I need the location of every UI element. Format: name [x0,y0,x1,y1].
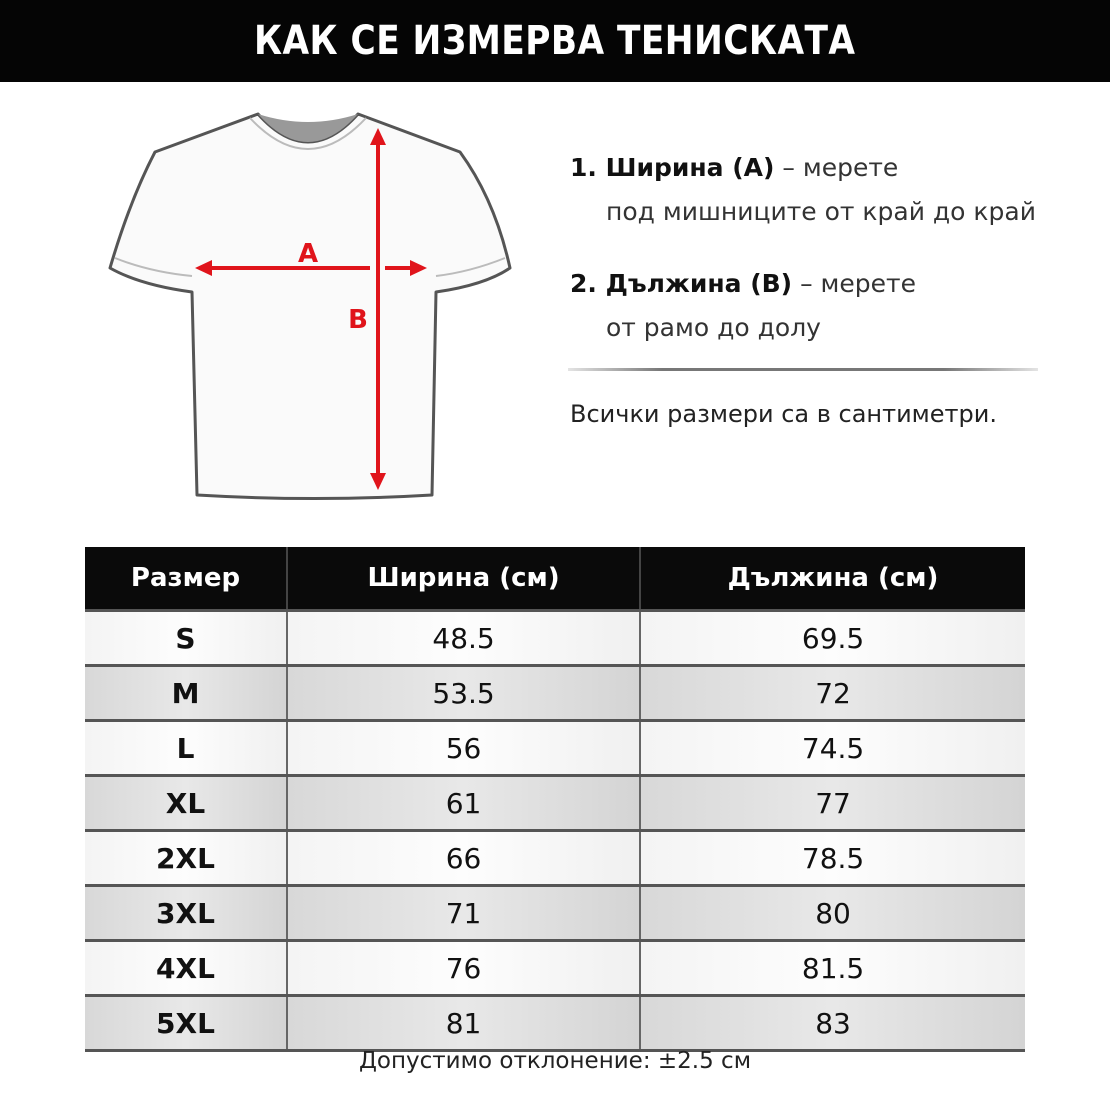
length-cell: 78.5 [639,829,1025,886]
length-cell: 80 [639,884,1025,941]
length-cell: 69.5 [639,609,1025,666]
table-row: L 56 74.5 [85,719,1025,776]
size-table: Размер Ширина (см) Дължина (см) S 48.5 69.… [85,547,1025,1052]
instruction-label: 2. Дължина (B) [570,269,793,298]
arrow-mark [370,473,386,490]
table-row: M 53.5 72 [85,664,1025,721]
tshirt-diagram: A B [108,112,512,500]
width-cell: 48.5 [285,609,641,666]
units-note: Всички размери са в сантиметри. [570,400,997,428]
measurement-arrows: A B [195,128,427,490]
width-cell: 53.5 [285,664,641,721]
table-row: 2XL 66 78.5 [85,829,1025,886]
tshirt-outline [108,112,512,500]
label-b: B [348,305,368,335]
size-cell: M [85,664,287,721]
table-header-row: Размер Ширина (см) Дължина (см) [85,547,1025,611]
length-cell: 77 [639,774,1025,831]
width-cell: 56 [285,719,641,776]
table-row: 4XL 76 81.5 [85,939,1025,996]
length-cell: 72 [639,664,1025,721]
tshirt-collar [258,114,358,142]
size-cell: S [85,609,287,666]
instruction-detail: от рамо до долу [606,313,821,342]
instructions: 1. Ширина (A) – мерете под мишниците от … [570,146,1050,378]
header-width: Ширина (см) [285,547,641,611]
instruction-text: – мерете [782,153,899,182]
size-cell: 3XL [85,884,287,941]
table-row: 5XL 81 83 [85,994,1025,1052]
arrow-mark [195,260,212,276]
arrow-mark [370,128,386,145]
instruction-label: 1. Ширина (A) [570,153,775,182]
size-cell: 2XL [85,829,287,886]
width-cell: 76 [285,939,641,996]
page-title: КАК СЕ ИЗМЕРВА ТЕНИСКАТА [254,18,856,64]
size-cell: XL [85,774,287,831]
size-cell: 4XL [85,939,287,996]
instruction-detail: под мишниците от край до край [606,197,1036,226]
instruction-width: 1. Ширина (A) – мерете под мишниците от … [570,146,1050,234]
size-cell: L [85,719,287,776]
instruction-text: – мерете [800,269,916,298]
length-cell: 74.5 [639,719,1025,776]
header-length: Дължина (см) [639,547,1025,611]
header-bar: КАК СЕ ИЗМЕРВА ТЕНИСКАТА [0,0,1110,82]
tolerance-note: Допустимо отклонение: ±2.5 см [358,1048,752,1074]
width-cell: 61 [285,774,641,831]
arrow-mark [410,260,427,276]
label-a: A [298,239,318,269]
width-cell: 66 [285,829,641,886]
width-cell: 71 [285,884,641,941]
length-cell: 83 [639,994,1025,1052]
table-row: S 48.5 69.5 [85,609,1025,666]
instruction-length: 2. Дължина (B) – мерете от рамо до долу [570,262,1050,350]
size-cell: 5XL [85,994,287,1052]
header-size: Размер [85,547,287,611]
divider [568,368,1038,371]
table-row: 3XL 71 80 [85,884,1025,941]
table-row: XL 61 77 [85,774,1025,831]
length-cell: 81.5 [639,939,1025,996]
width-cell: 81 [285,994,641,1052]
